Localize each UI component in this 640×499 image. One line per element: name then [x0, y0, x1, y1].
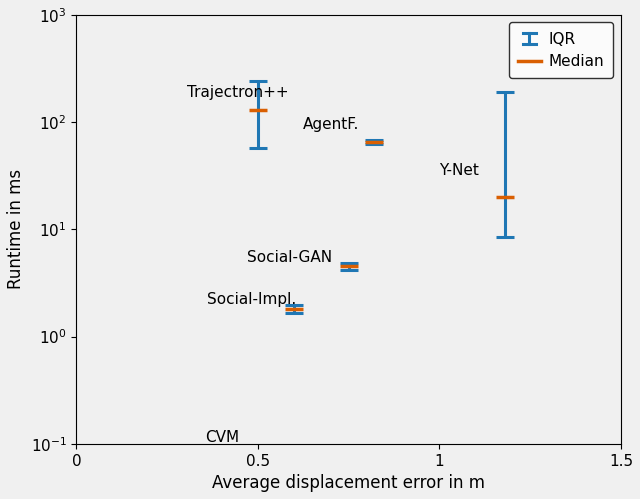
Text: Social-GAN: Social-GAN — [247, 250, 332, 264]
Text: CVM: CVM — [205, 430, 239, 445]
Y-axis label: Runtime in ms: Runtime in ms — [7, 169, 25, 289]
Legend: IQR, Median: IQR, Median — [509, 22, 613, 78]
Text: AgentF.: AgentF. — [303, 117, 360, 132]
Text: Social-Impl.: Social-Impl. — [207, 292, 296, 307]
Text: Y-Net: Y-Net — [440, 164, 479, 179]
Text: Trajectron++: Trajectron++ — [187, 85, 289, 100]
X-axis label: Average displacement error in m: Average displacement error in m — [212, 474, 485, 492]
